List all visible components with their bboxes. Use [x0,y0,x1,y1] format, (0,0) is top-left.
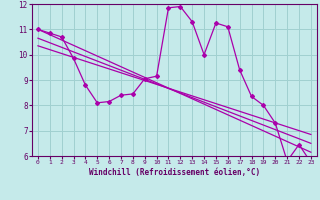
X-axis label: Windchill (Refroidissement éolien,°C): Windchill (Refroidissement éolien,°C) [89,168,260,177]
